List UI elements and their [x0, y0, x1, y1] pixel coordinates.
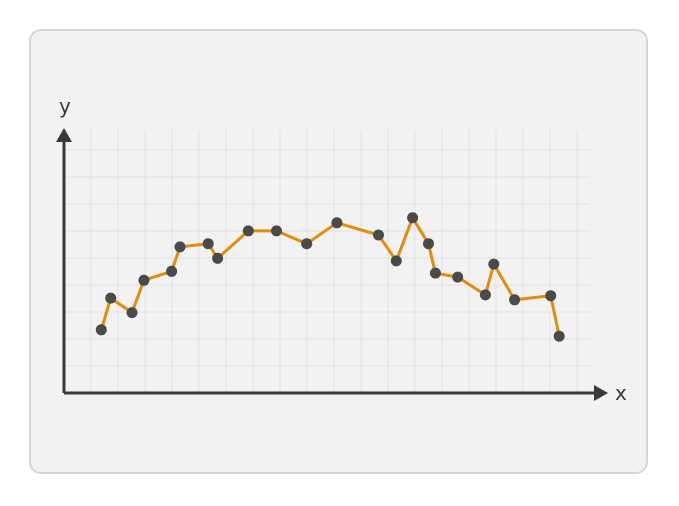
axes: x y — [56, 94, 627, 405]
series-line — [99, 216, 561, 337]
data-point — [242, 225, 254, 237]
chart-card — [29, 29, 648, 474]
data-point — [166, 265, 178, 277]
data-point — [429, 267, 441, 279]
series-group — [95, 212, 565, 342]
y-axis-arrow — [56, 128, 72, 142]
data-point — [126, 307, 138, 319]
grid — [64, 130, 590, 393]
data-point — [553, 330, 565, 342]
data-point — [202, 238, 214, 250]
data-point — [331, 217, 343, 229]
x-axis-arrow — [594, 385, 608, 401]
data-point — [138, 274, 150, 286]
x-axis-label: x — [615, 381, 627, 405]
data-point — [423, 238, 434, 250]
data-point — [479, 289, 491, 301]
data-point — [488, 258, 500, 270]
data-point — [452, 271, 464, 283]
data-point — [301, 238, 313, 250]
data-point — [271, 225, 282, 237]
data-point — [509, 294, 521, 306]
data-point — [545, 290, 557, 302]
data-point — [174, 241, 186, 253]
data-point — [105, 292, 117, 304]
data-point — [95, 324, 107, 336]
data-point — [212, 252, 224, 264]
data-point — [390, 255, 402, 267]
data-point — [407, 212, 419, 224]
data-point — [373, 229, 384, 241]
y-axis-label: y — [59, 94, 71, 118]
